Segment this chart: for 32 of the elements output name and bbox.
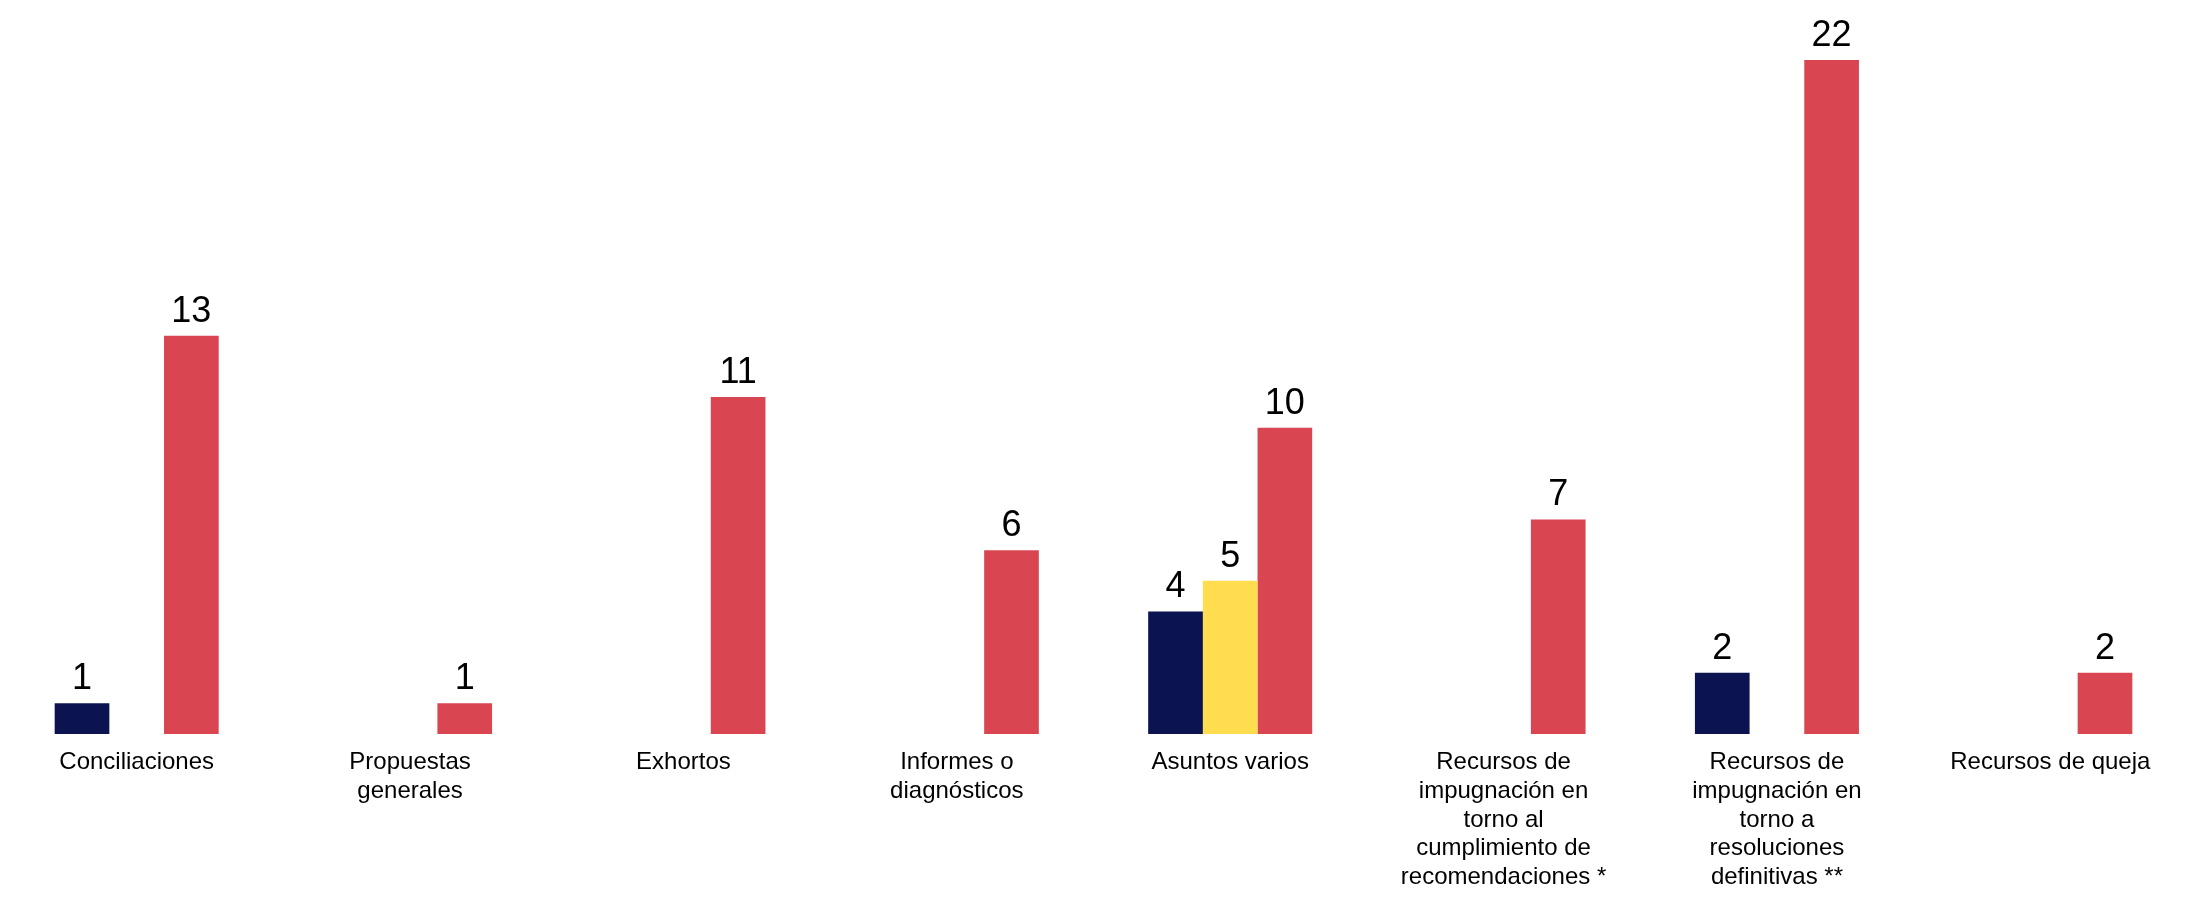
x-tick-label: Recursos de impugnación en torno al cumplimiento de recomendaciones * — [1400, 747, 1607, 890]
x-tick-label: Propuestas generales — [349, 747, 471, 803]
data-label: 22 — [1811, 12, 1852, 54]
bar — [984, 550, 1039, 734]
x-tick-label: Asuntos varios — [1151, 747, 1309, 775]
data-label: 6 — [1001, 503, 1022, 545]
x-tick-label: Conciliaciones — [59, 747, 215, 775]
data-label: 7 — [1548, 472, 1569, 514]
bar — [1257, 427, 1313, 734]
data-label: 2 — [1712, 625, 1733, 667]
bar — [1202, 580, 1258, 734]
bar — [54, 703, 110, 734]
data-label: 11 — [719, 349, 757, 391]
data-label: 4 — [1165, 564, 1186, 606]
bar — [437, 703, 493, 734]
data-label: 5 — [1220, 533, 1241, 575]
data-label: 13 — [171, 288, 212, 330]
x-tick-label: Exhortos — [636, 747, 731, 775]
x-tick-label: Informes o diagnósticos — [890, 747, 1024, 803]
bar — [1530, 519, 1586, 734]
bar — [710, 397, 766, 734]
data-label: 2 — [2094, 625, 2115, 667]
bar — [1148, 611, 1203, 734]
bar — [2077, 672, 2133, 734]
bar — [164, 335, 219, 734]
x-tick-label: Recursos de queja — [1950, 747, 2152, 775]
bar — [1694, 672, 1750, 734]
data-label: 10 — [1264, 380, 1305, 422]
data-label: 1 — [72, 656, 93, 698]
x-tick-label: Recursos de impugnación en torno a resoluciones definitivas ** — [1692, 747, 1862, 890]
data-label: 1 — [454, 656, 475, 698]
bar — [1804, 60, 1859, 734]
